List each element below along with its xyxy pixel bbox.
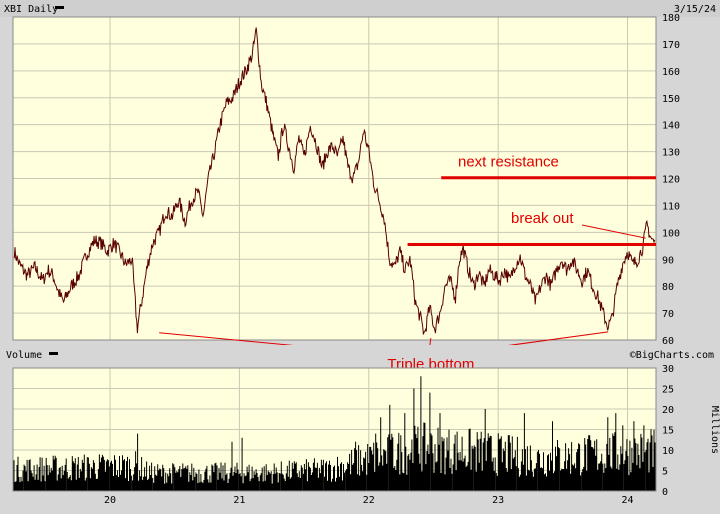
price-axis: 60 70 80 90 100 110 120 130 140 150 160 170 180 — [662, 13, 680, 347]
price-tick-label: 70 — [662, 309, 674, 320]
break-out-label: break out — [511, 210, 574, 227]
volume-tick-label: 15 — [662, 426, 674, 437]
x-tick-label: 20 — [104, 495, 116, 506]
x-tick-label: 22 — [363, 495, 375, 506]
volume-unit-label: Millions — [709, 406, 720, 454]
volume-tick-label: 5 — [662, 467, 668, 478]
volume-tick-label: 0 — [662, 487, 668, 498]
price-tick-label: 90 — [662, 255, 674, 266]
price-tick-label: 80 — [662, 282, 674, 293]
price-tick-label: 130 — [662, 148, 680, 159]
annotations: next resistance break out — [159, 154, 656, 355]
legend-line-icon — [55, 6, 64, 9]
volume-tick-label: 25 — [662, 385, 674, 396]
break-out-pointer — [581, 224, 646, 239]
price-tick-label: 180 — [662, 13, 680, 24]
x-tick-label: 23 — [492, 495, 504, 506]
price-line — [13, 27, 656, 335]
symbol-label: XBI Daily — [4, 4, 58, 15]
volume-label: Volume — [6, 350, 42, 361]
volume-legend-icon — [49, 352, 58, 355]
volume-tick-label: 30 — [662, 364, 674, 375]
price-tick-label: 160 — [662, 67, 680, 78]
volume-plot-frame — [12, 367, 657, 492]
volume-axis: 0 5 10 15 20 25 30 — [662, 364, 674, 498]
price-tick-label: 110 — [662, 201, 680, 212]
volume-tick-label: 20 — [662, 405, 674, 416]
price-tick-label: 140 — [662, 121, 680, 132]
header-strip — [0, 0, 720, 17]
x-tick-label: 24 — [622, 495, 634, 506]
volume-header-strip — [0, 345, 720, 363]
price-tick-label: 120 — [662, 175, 680, 186]
price-tick-label: 60 — [662, 336, 674, 347]
watermark: ©BigCharts.com — [630, 350, 714, 361]
volume-tick-label: 10 — [662, 446, 674, 457]
price-tick-label: 150 — [662, 94, 680, 105]
price-tick-label: 100 — [662, 228, 680, 239]
x-axis: 20 21 22 23 24 — [104, 495, 634, 506]
next-resistance-label: next resistance — [458, 154, 559, 171]
price-tick-label: 170 — [662, 40, 680, 51]
x-tick-label: 21 — [233, 495, 245, 506]
chart-date: 3/15/24 — [674, 4, 716, 15]
